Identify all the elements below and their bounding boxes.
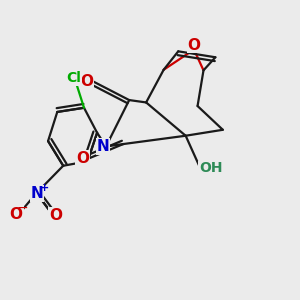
Text: O: O: [10, 207, 23, 222]
Text: O: O: [76, 151, 89, 166]
Text: O: O: [80, 74, 94, 89]
Text: OH: OH: [199, 161, 223, 176]
Text: +: +: [40, 183, 50, 193]
Text: O: O: [49, 208, 62, 223]
Text: −: −: [16, 201, 28, 215]
Text: N: N: [31, 186, 44, 201]
Text: O: O: [188, 38, 200, 52]
Text: N: N: [97, 139, 110, 154]
Text: Cl: Cl: [66, 71, 81, 85]
